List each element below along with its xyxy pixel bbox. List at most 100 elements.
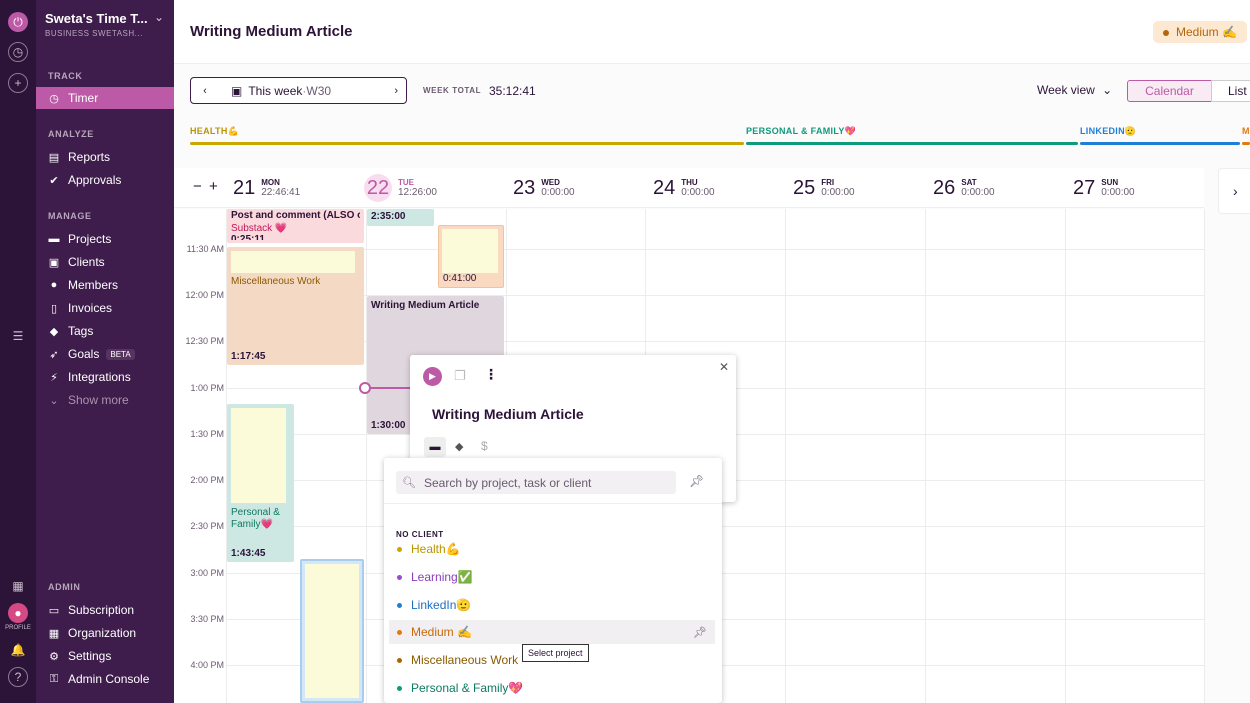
organization-icon: ▦ [48, 627, 60, 640]
project-tag-medium[interactable]: Medium ✍️ [1153, 21, 1247, 43]
day-number: 27 [1073, 176, 1096, 199]
day-sat[interactable]: 26 SAT 0:00:00 [933, 168, 995, 208]
time-entry-post-comment[interactable]: Post and comment (ALSO on Substack 💗 0:2… [227, 209, 364, 243]
sidebar-item-goals[interactable]: ➶ Goals BETA [36, 343, 174, 365]
project-option-linkedin[interactable]: LinkedIn🫡 [389, 593, 715, 617]
power-icon[interactable]: ⏻ [8, 12, 28, 32]
next-week-icon[interactable]: › [394, 84, 398, 97]
sticky-note [231, 408, 286, 503]
zoom-out-icon[interactable]: − [193, 178, 202, 195]
collapse-sidebar-icon[interactable]: ☰ [12, 329, 24, 343]
day-mon[interactable]: 21 MON 22:46:41 [233, 168, 300, 208]
help-icon[interactable]: ? [8, 667, 28, 687]
workspace-name[interactable]: Sweta's Time T... [45, 11, 148, 26]
sidebar-item-projects[interactable]: ▬ Projects [36, 228, 174, 250]
tag-icon[interactable]: ◆ [455, 441, 464, 453]
list-view-button[interactable]: List [1211, 80, 1250, 102]
day-thu[interactable]: 24 THU 0:00:00 [653, 168, 715, 208]
sidebar-item-settings[interactable]: ⚙ Settings [36, 645, 174, 667]
duplicate-icon[interactable]: ❐ [454, 368, 466, 383]
search-icon: 🔍︎ [402, 477, 416, 489]
sidebar-item-label: Clients [68, 255, 105, 269]
time-label: 2:00 PM [190, 475, 224, 485]
clock-icon: ◷ [49, 92, 59, 105]
close-icon[interactable]: ✕ [719, 360, 730, 374]
time-label: 12:00 PM [185, 290, 224, 300]
project-option-medium[interactable]: Medium ✍️ 📌︎ [389, 620, 715, 644]
client-icon: ▣ [48, 256, 60, 269]
tooltip: Select project [522, 644, 589, 662]
time-entry-tue-small[interactable]: 0:41:00 [438, 225, 504, 288]
calendar-view-button[interactable]: Calendar [1127, 80, 1212, 102]
project-search-input[interactable]: 🔍︎ Search by project, task or client [396, 471, 676, 494]
sidebar-item-label: Projects [68, 232, 112, 246]
time-entry-personal-family[interactable]: Personal & Family💗 1:43:45 [227, 404, 294, 562]
add-icon[interactable]: + [8, 73, 28, 93]
zoom-in-icon[interactable]: + [209, 178, 218, 195]
avatar[interactable]: ● [8, 603, 28, 623]
time-label: 4:00 PM [190, 660, 224, 670]
billable-icon[interactable]: $ [481, 439, 488, 453]
folder-icon: ▬ [48, 233, 60, 245]
project-dot-icon [397, 574, 402, 580]
project-option-personal[interactable]: Personal & Family💖 [389, 676, 715, 700]
sidebar-item-members[interactable]: ● Members [36, 274, 174, 296]
section-analyze: ANALYZE [48, 129, 94, 139]
clock-icon[interactable]: ◷ [8, 42, 28, 62]
time-entry-tue-top[interactable]: 2:35:00 [367, 209, 434, 226]
prev-week-icon[interactable]: ‹ [203, 84, 207, 97]
next-days-icon[interactable]: › [1218, 168, 1250, 214]
current-time-marker [359, 382, 371, 394]
sidebar-item-timer[interactable]: ◷ Timer [36, 87, 174, 109]
chevron-down-icon: ⌄ [49, 394, 59, 407]
week-picker[interactable]: ‹ ▣ This week · W30 › [190, 77, 407, 104]
project-option-learning[interactable]: Learning✅ [389, 565, 715, 589]
day-total: 0:00:00 [541, 187, 575, 198]
sidebar-item-clients[interactable]: ▣ Clients [36, 251, 174, 273]
sidebar-item-show-more[interactable]: ⌄ Show more [36, 389, 174, 411]
section-manage: MANAGE [48, 211, 92, 221]
chevron-down-icon[interactable]: ⌄ [154, 10, 165, 24]
project-dot-icon [397, 685, 402, 691]
bell-icon[interactable]: 🔔 [10, 643, 26, 657]
project-option-label: Miscellaneous Work [411, 653, 519, 667]
page-header: Writing Medium Article Medium ✍️ [174, 0, 1250, 64]
day-name: SAT [961, 178, 977, 187]
page-title: Writing Medium Article [190, 23, 353, 40]
popup-entry-title[interactable]: Writing Medium Article [432, 406, 584, 422]
sidebar-item-tags[interactable]: ◆ Tags [36, 320, 174, 342]
time-entry-linkedin[interactable] [300, 559, 364, 703]
day-fri[interactable]: 25 FRI 0:00:00 [793, 168, 855, 208]
project-option-health[interactable]: Health💪 [389, 537, 715, 561]
project-dot-icon [397, 602, 402, 608]
project-dot-icon [1163, 29, 1169, 36]
more-options-icon[interactable]: ⋮ [484, 366, 498, 382]
project-option-label: Health💪 [411, 542, 461, 556]
apps-icon[interactable]: ▦ [12, 579, 24, 593]
view-select-label: Week view [1037, 83, 1095, 97]
view-select[interactable]: Week view ⌄ [1037, 83, 1112, 97]
week-total-value: 35:12:41 [489, 84, 536, 98]
project-option-misc[interactable]: Miscellaneous Work [389, 648, 715, 672]
day-wed[interactable]: 23 WED 0:00:00 [513, 168, 575, 208]
time-entry-misc-work[interactable]: Miscellaneous Work 1:17:45 [227, 247, 364, 365]
time-label: 2:30 PM [190, 521, 224, 531]
sidebar-item-integrations[interactable]: ⚡ Integrations [36, 366, 174, 388]
play-icon[interactable]: ▶ [423, 367, 442, 386]
day-number: 25 [793, 176, 816, 199]
pin-icon[interactable]: 📌︎ [689, 474, 705, 488]
day-tue[interactable]: 22 TUE 12:26:00 [364, 168, 437, 208]
sidebar-item-subscription[interactable]: ▭ Subscription [36, 599, 174, 621]
entry-title: Personal & Family💗 [231, 507, 280, 530]
pin-icon[interactable]: 📌︎ [693, 626, 707, 639]
sidebar-item-admin-console[interactable]: ⚿ Admin Console [36, 668, 174, 690]
sidebar-item-approvals[interactable]: ✔ Approvals [36, 169, 174, 191]
sidebar-item-organization[interactable]: ▦ Organization [36, 622, 174, 644]
entry-duration: 2:35:00 [371, 211, 406, 222]
sidebar-item-invoices[interactable]: ▯ Invoices [36, 297, 174, 319]
sticky-note [442, 229, 498, 273]
day-sun[interactable]: 27 SUN 0:00:00 [1073, 168, 1135, 208]
folder-icon[interactable]: ▬ [424, 437, 446, 457]
sidebar-item-reports[interactable]: ▤ Reports [36, 146, 174, 168]
sidebar-item-label: Show more [68, 393, 129, 407]
